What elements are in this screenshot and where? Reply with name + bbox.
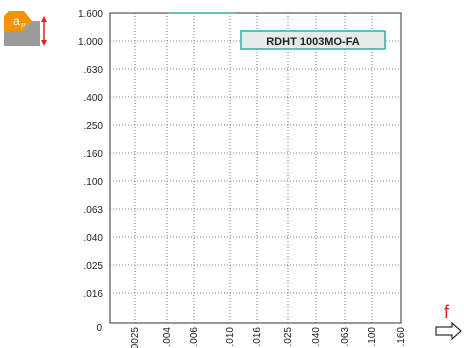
series-label-box: RDHT 1003MO-FA (240, 30, 386, 50)
y-tick-label: .016 (84, 289, 104, 300)
x-tick-label: .004 (162, 327, 173, 347)
y-axis-symbol: a (13, 14, 20, 28)
x-axis-symbol: f (444, 302, 450, 322)
gridlines (110, 13, 401, 323)
series-label-text: RDHT 1003MO-FA (266, 36, 360, 48)
y-axis-ticks: 1.600 1.000 .630 .400 .250 .160 .100 .063 .040 .0… (78, 9, 103, 300)
series-label-frame (240, 30, 386, 50)
x-tick-label: 0 (96, 323, 102, 334)
plot-border (109, 12, 402, 324)
feed-axis-label: f (435, 302, 462, 341)
depth-of-cut-icon: a P (4, 11, 47, 46)
x-tick-label: .025 (283, 327, 294, 347)
y-tick-label: .100 (84, 177, 104, 188)
y-tick-label: .025 (84, 261, 104, 272)
x-tick-label: .016 (252, 327, 263, 347)
workpiece-gray-icon (4, 21, 40, 46)
x-tick-label: .063 (340, 327, 351, 347)
depth-arrow-bottom-icon (41, 40, 47, 46)
x-tick-label: .160 (396, 327, 407, 347)
x-tick-label: .100 (367, 327, 378, 347)
x-tick-label: .010 (225, 327, 236, 347)
y-tick-label: .630 (84, 65, 104, 76)
y-tick-label: .063 (84, 205, 104, 216)
x-axis-ticks: 0 .0025 .004 .006 .010 .016 .025 .040 .063 .100 .1… (96, 323, 407, 348)
y-tick-label: 1.600 (78, 9, 103, 20)
y-tick-label: .400 (84, 93, 104, 104)
depth-arrow-top-icon (41, 16, 47, 22)
insert-orange-icon (4, 11, 32, 31)
x-tick-label: .0025 (130, 327, 141, 348)
y-tick-label: .040 (84, 233, 104, 244)
x-tick-label: .040 (311, 327, 322, 347)
x-tick-label: .006 (189, 327, 200, 347)
feed-direction-arrow-icon (435, 321, 462, 341)
y-tick-label: .250 (84, 121, 104, 132)
y-tick-label: .160 (84, 149, 104, 160)
y-axis-symbol-subscript: P (21, 23, 26, 30)
y-tick-label: 1.000 (78, 37, 103, 48)
plot-area (109, 12, 402, 324)
